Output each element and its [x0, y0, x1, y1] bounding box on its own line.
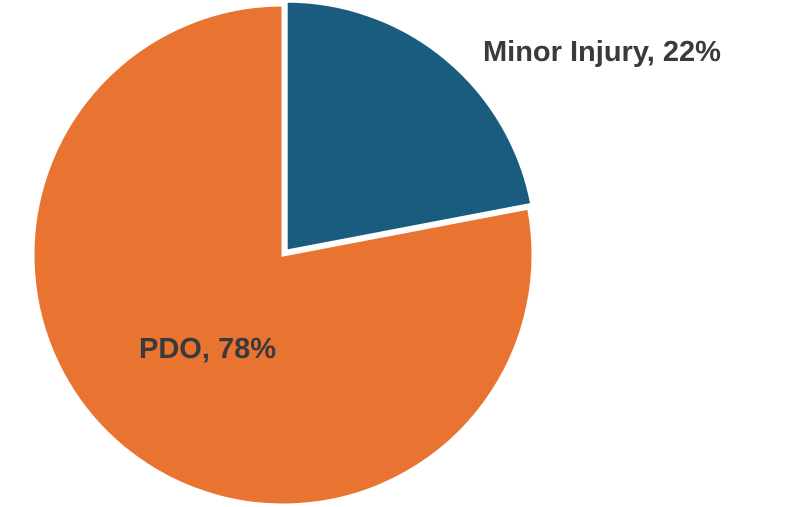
pie-slice-minor-injury — [284, 0, 534, 253]
pie-labels: Minor Injury, 22% PDO, 78% — [139, 36, 721, 365]
pie-slices — [31, 0, 535, 507]
slice-label-pdo: PDO, 78% — [139, 333, 276, 365]
pie-slice-pdo — [31, 3, 535, 507]
slice-label-minor-injury: Minor Injury, 22% — [483, 36, 721, 68]
